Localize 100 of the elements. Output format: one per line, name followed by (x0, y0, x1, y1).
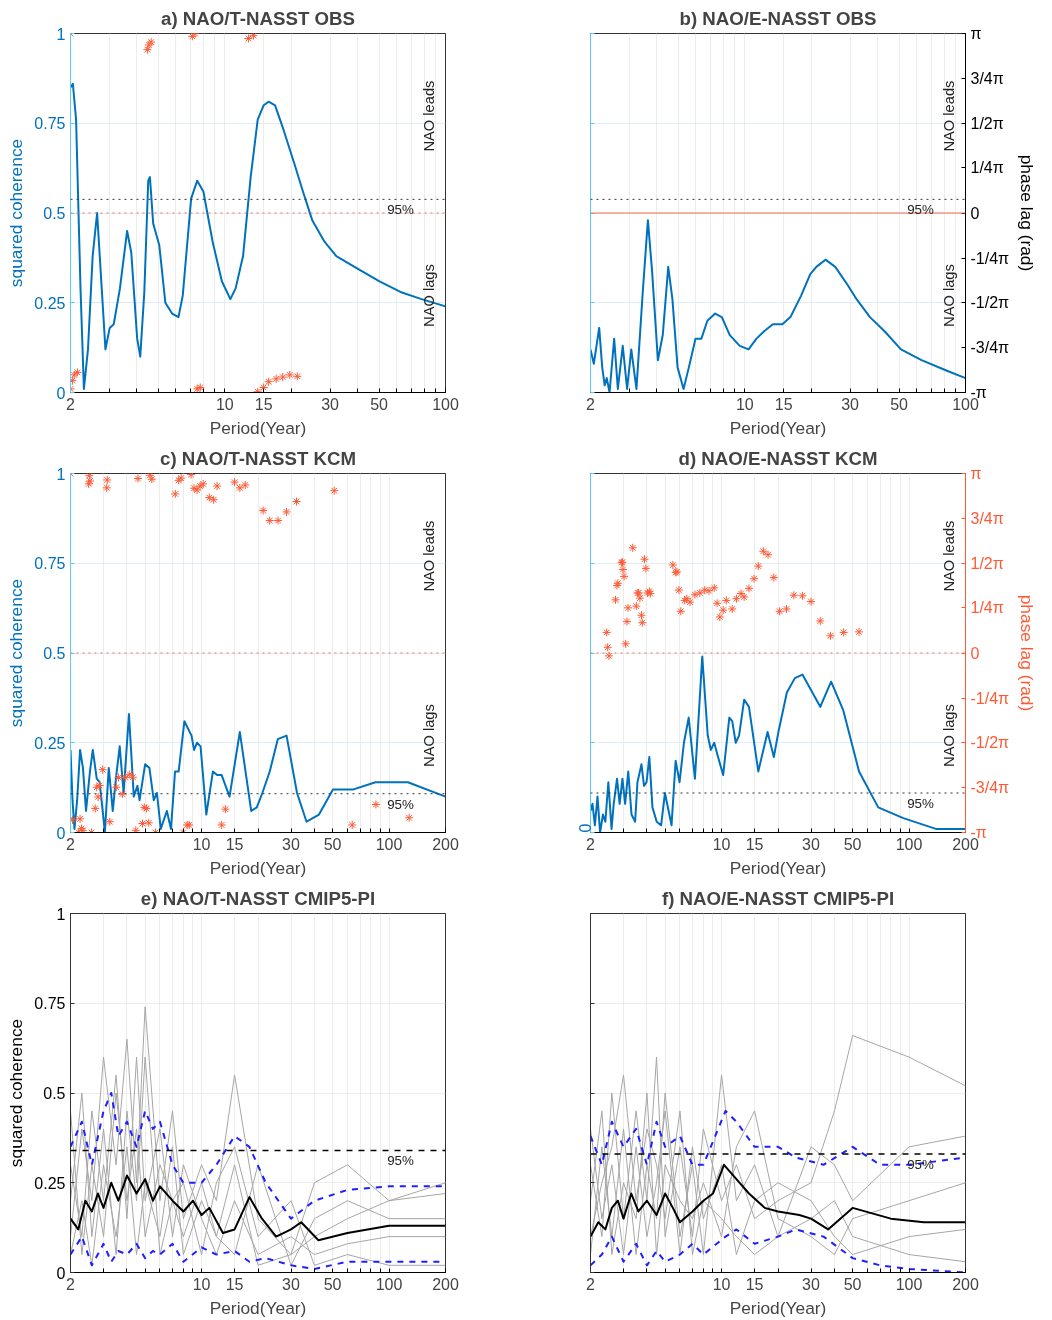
annotation: NAO leads (420, 80, 437, 152)
text: 1/2π (970, 554, 1004, 572)
x-tick-label: 2 (66, 835, 76, 853)
x-tick-label: 2 (586, 395, 596, 413)
x-tick-label: 10 (215, 395, 234, 413)
x-tick-label: 2 (586, 1275, 596, 1293)
y2-axis-title: phase lag (rad) (1017, 154, 1038, 272)
x-tick-label: 30 (802, 1275, 821, 1293)
text: π (970, 465, 982, 482)
annotation: 95% (907, 1157, 934, 1173)
x-tick-label: 30 (282, 835, 301, 853)
y-tick-label: 0 (56, 384, 66, 402)
y-axis-title: squared coherence (6, 578, 27, 728)
chart-title: d) NAO/E-NASST KCM (678, 447, 878, 469)
x-tick-label: 50 (843, 1275, 862, 1293)
x-tick-label: 200 (432, 1275, 459, 1293)
x-tick-label: 30 (802, 835, 821, 853)
x-tick-label: 15 (774, 395, 793, 413)
text: -1/4π (970, 249, 1010, 267)
x-tick-label: 100 (895, 835, 923, 853)
x-tick-label: 50 (843, 835, 862, 853)
y-tick-label: 0.5 (43, 1085, 66, 1102)
x-tick-label: 30 (282, 1275, 301, 1293)
x-tick-label: 50 (370, 395, 389, 413)
text: 0 (970, 204, 980, 222)
y-tick-label: 0.25 (34, 294, 66, 312)
annotation: NAO lags (420, 704, 437, 767)
x-tick-label: 200 (952, 1275, 979, 1293)
annotation: NAO leads (420, 520, 437, 592)
x-axis-title: Period(Year) (209, 857, 307, 878)
annotation: 0 (576, 823, 594, 833)
y-tick-label: 0.75 (34, 555, 66, 573)
text: -1/4π (970, 689, 1010, 707)
y-tick-label: 0 (56, 824, 66, 842)
x-axis-title: Period(Year) (729, 857, 827, 878)
chart-title: c) NAO/T-NASST KCM (160, 447, 356, 469)
x-tick-label: 15 (254, 395, 273, 413)
text: 3/4π (970, 509, 1004, 527)
y-tick-label: 0 (56, 1264, 66, 1282)
x-tick-label: 10 (192, 1275, 211, 1293)
x-tick-label: 50 (323, 1275, 342, 1293)
y-axis-title: squared coherence (6, 1018, 27, 1168)
x-tick-label: 2 (66, 395, 76, 413)
x-axis-title: Period(Year) (209, 1297, 307, 1318)
x-tick-label: 2 (66, 1275, 76, 1293)
text: -1/2π (970, 734, 1010, 752)
text: 1/4π (970, 159, 1004, 177)
annotation: 95% (387, 796, 414, 812)
text: 3/4π (970, 69, 1004, 87)
text: -1/2π (970, 294, 1010, 312)
annotation: NAO leads (940, 80, 957, 152)
annotation: 95% (387, 202, 414, 218)
annotation: NAO lags (940, 704, 957, 767)
x-axis-title: Period(Year) (729, 1297, 827, 1318)
chart-title: e) NAO/T-NASST CMIP5-PI (140, 887, 376, 909)
chart-title: f) NAO/E-NASST CMIP5-PI (661, 887, 895, 909)
y-tick-label: 1 (56, 465, 66, 483)
x-tick-label: 30 (841, 395, 860, 413)
text: π (970, 25, 982, 42)
y-tick-label: 0.75 (34, 115, 66, 133)
annotation: NAO lags (420, 264, 437, 327)
x-tick-label: 100 (375, 1275, 403, 1293)
x-tick-label: 15 (225, 1275, 244, 1293)
y-tick-label: 0.5 (43, 645, 66, 662)
x-tick-label: 100 (375, 835, 403, 853)
y2-axis-title: phase lag (rad) (1017, 594, 1038, 712)
y-tick-label: 0.75 (34, 995, 66, 1013)
chart-title: b) NAO/E-NASST OBS (679, 7, 877, 29)
y-tick-label: 0.25 (34, 1174, 66, 1192)
y-tick-label: 0.25 (34, 734, 66, 752)
annotation: 95% (907, 796, 934, 812)
x-tick-label: 50 (890, 395, 909, 413)
annotation: NAO lags (940, 264, 957, 327)
x-tick-label: 2 (586, 835, 596, 853)
y-axis-title: squared coherence (6, 138, 27, 288)
x-axis-title: Period(Year) (729, 417, 827, 438)
text: -3/4π (970, 339, 1010, 357)
text: 1/4π (970, 599, 1004, 617)
chart-title: a) NAO/T-NASST OBS (161, 7, 355, 29)
x-tick-label: 10 (712, 835, 731, 853)
x-tick-label: 100 (895, 1275, 923, 1293)
x-tick-label: 30 (321, 395, 340, 413)
text: 1/2π (970, 114, 1004, 132)
x-tick-label: 15 (225, 835, 244, 853)
x-tick-label: 200 (432, 835, 459, 853)
x-tick-label: 10 (192, 835, 211, 853)
text: -3/4π (970, 779, 1010, 797)
x-tick-label: 15 (745, 1275, 764, 1293)
x-axis-title: Period(Year) (209, 417, 307, 438)
x-tick-label: 10 (735, 395, 754, 413)
y-tick-label: 0.5 (43, 205, 66, 222)
text: 0 (970, 644, 980, 662)
annotation: NAO leads (940, 520, 957, 592)
y-tick-label: 1 (56, 905, 66, 923)
annotation: 95% (907, 202, 934, 218)
annotation: 95% (387, 1153, 414, 1169)
x-tick-label: 100 (432, 395, 459, 413)
x-tick-label: 10 (712, 1275, 731, 1293)
x-tick-label: 50 (323, 835, 342, 853)
y-tick-label: 1 (56, 25, 66, 43)
